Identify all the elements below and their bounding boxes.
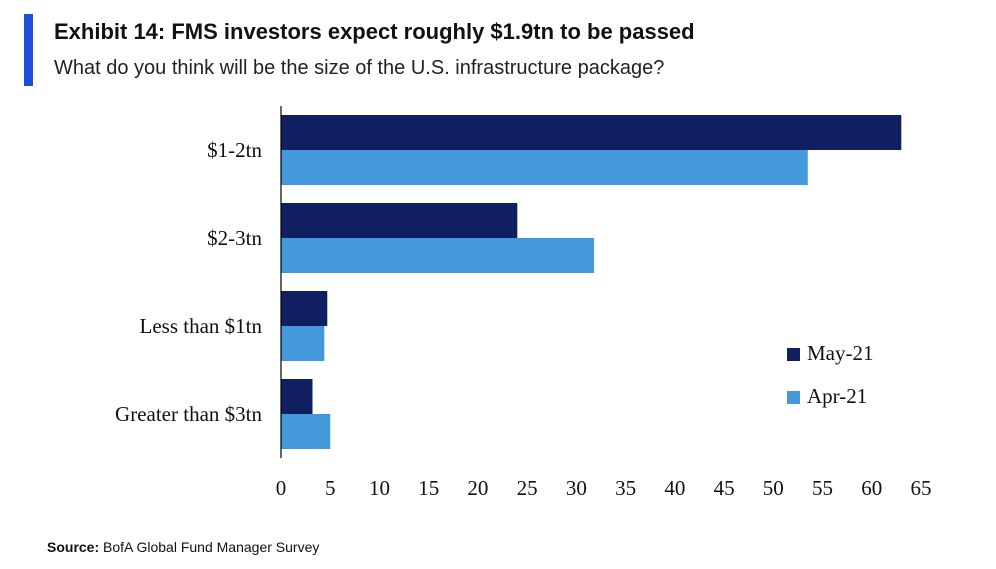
legend-label-apr-21: Apr-21: [807, 384, 867, 408]
x-tick-label: 65: [911, 476, 932, 500]
x-tick-label: 55: [812, 476, 833, 500]
bar-apr-21-greater-than-3tn: [281, 414, 331, 449]
x-tick-label: 40: [664, 476, 685, 500]
page-subtitle: What do you think will be the size of th…: [54, 57, 665, 79]
category-label-greater-than-3tn: Greater than $3tn: [115, 402, 262, 426]
legend: May-21 Apr-21: [787, 341, 874, 408]
x-tick-label: 45: [714, 476, 735, 500]
accent-bar: [24, 14, 33, 86]
x-tick-label: 30: [566, 476, 587, 500]
bar-may-21-greater-than-3tn: [281, 379, 313, 414]
source-note: Source: BofA Global Fund Manager Survey: [47, 539, 319, 555]
bars-group: [281, 115, 902, 449]
category-label-2-3tn: $2-3tn: [207, 226, 262, 250]
source-text: BofA Global Fund Manager Survey: [103, 539, 320, 555]
source-label: Source:: [47, 539, 100, 555]
x-tick-label: 50: [763, 476, 784, 500]
bar-may-21-2-3tn: [281, 203, 518, 238]
legend-label-may-21: May-21: [807, 341, 874, 365]
legend-swatch-may-21: [787, 348, 800, 361]
page-title: Exhibit 14: FMS investors expect roughly…: [54, 19, 695, 44]
x-tick-labels: 0 5 10 15 20 25 30 35 40 45 50 55 60 65: [276, 476, 932, 500]
bar-apr-21-less-than-1tn: [281, 326, 325, 361]
x-tick-label: 0: [276, 476, 287, 500]
bar-may-21-1-2tn: [281, 115, 902, 150]
x-tick-label: 35: [615, 476, 636, 500]
legend-swatch-apr-21: [787, 391, 800, 404]
category-labels: $1-2tn $2-3tn Less than $1tn Greater than $…: [115, 138, 262, 426]
category-label-1-2tn: $1-2tn: [207, 138, 262, 162]
x-tick-label: 10: [369, 476, 390, 500]
x-tick-label: 60: [861, 476, 882, 500]
x-tick-label: 25: [517, 476, 538, 500]
bar-apr-21-1-2tn: [281, 150, 808, 185]
category-label-less-than-1tn: Less than $1tn: [140, 314, 263, 338]
x-tick-label: 20: [467, 476, 488, 500]
x-tick-label: 15: [418, 476, 439, 500]
bar-may-21-less-than-1tn: [281, 291, 328, 326]
x-tick-label: 5: [325, 476, 336, 500]
bar-apr-21-2-3tn: [281, 238, 595, 273]
